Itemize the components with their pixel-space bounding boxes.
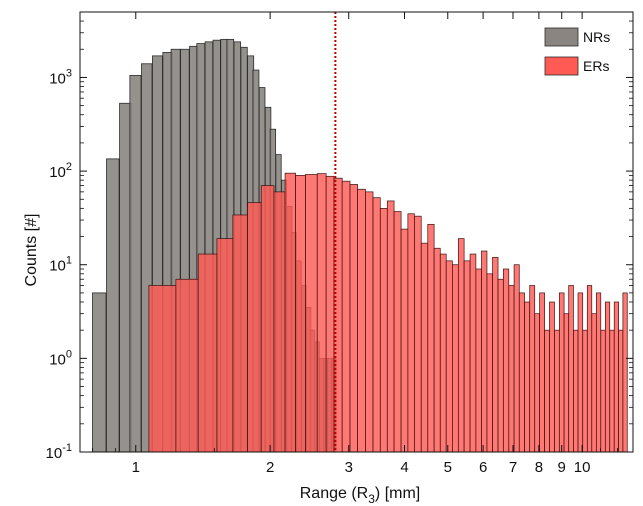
er-bar bbox=[554, 329, 560, 453]
er-bar bbox=[618, 329, 624, 453]
x-tick-label: 7 bbox=[509, 459, 517, 476]
x-axis-title: Range (R3) [mm] bbox=[300, 485, 421, 506]
er-bar bbox=[333, 177, 343, 453]
y-tick-label: 100 bbox=[49, 348, 72, 368]
er-bar bbox=[341, 180, 351, 453]
er-bar bbox=[349, 184, 358, 453]
legend-swatch bbox=[544, 27, 579, 47]
er-bar bbox=[577, 292, 584, 453]
er-bar bbox=[295, 175, 306, 453]
er-bar bbox=[595, 292, 602, 453]
er-bar bbox=[463, 260, 471, 453]
er-bar bbox=[148, 285, 177, 453]
er-bar bbox=[379, 208, 388, 453]
legend-label: NRs bbox=[583, 29, 610, 45]
er-bar bbox=[469, 253, 477, 453]
x-tick-label: 3 bbox=[345, 459, 353, 476]
er-bar bbox=[457, 238, 465, 453]
er-bar bbox=[524, 301, 531, 453]
er-bar bbox=[586, 285, 593, 453]
er-bar bbox=[502, 268, 510, 453]
x-tick-label: 9 bbox=[558, 459, 566, 476]
er-bar bbox=[407, 213, 415, 453]
er-bar bbox=[518, 292, 525, 453]
er-bar bbox=[539, 292, 545, 453]
x-tick-label: 4 bbox=[400, 459, 408, 476]
y-tick-label: 103 bbox=[49, 67, 72, 87]
y-tick-label: 101 bbox=[49, 255, 72, 275]
er-bar bbox=[604, 301, 611, 453]
er-bar bbox=[420, 242, 429, 453]
legend: NRs ERs bbox=[544, 27, 610, 76]
er-bar bbox=[316, 173, 327, 453]
x-tick-label: 2 bbox=[266, 459, 274, 476]
er-bar bbox=[613, 301, 619, 453]
x-tick-label: 10 bbox=[574, 459, 591, 476]
er-bar bbox=[600, 329, 606, 453]
er-bar bbox=[508, 285, 515, 453]
x-tick-label: 6 bbox=[479, 459, 487, 476]
nr-bar bbox=[129, 75, 142, 453]
er-bar bbox=[197, 253, 218, 453]
er-bar bbox=[400, 228, 409, 453]
x-tick-label: 5 bbox=[444, 459, 452, 476]
er-bar bbox=[582, 329, 588, 453]
er-bar bbox=[591, 313, 597, 453]
er-bar bbox=[357, 188, 366, 453]
er-bar bbox=[622, 292, 628, 453]
er-bar bbox=[445, 260, 453, 453]
y-axis-title: Counts [#] bbox=[23, 214, 40, 287]
er-bar bbox=[486, 273, 493, 453]
er-bar bbox=[609, 329, 615, 453]
er-bar bbox=[372, 197, 381, 453]
er-bar bbox=[481, 250, 488, 453]
axes-layer: 10-1 100 101 102 103 1 2 3 4 5 6 7 8 9 10 bbox=[46, 11, 634, 476]
er-bar bbox=[568, 285, 574, 453]
er-bar bbox=[558, 292, 565, 453]
legend-swatch bbox=[544, 56, 579, 76]
er-bar bbox=[549, 301, 555, 453]
er-bar bbox=[232, 214, 248, 453]
er-bar bbox=[260, 185, 275, 453]
plot-frame bbox=[79, 11, 634, 453]
er-bar bbox=[325, 175, 335, 453]
er-bar bbox=[452, 264, 459, 453]
er-bar bbox=[513, 264, 520, 453]
er-bar bbox=[573, 329, 579, 453]
er-bar bbox=[475, 268, 482, 453]
er-bar bbox=[365, 191, 374, 453]
er-bar bbox=[386, 200, 395, 453]
er-bar bbox=[433, 247, 441, 453]
y-tick-label: 102 bbox=[49, 161, 72, 181]
nr-bar bbox=[106, 158, 120, 453]
er-bar bbox=[284, 172, 296, 453]
er-bar bbox=[393, 211, 402, 453]
legend-label: ERs bbox=[583, 58, 609, 74]
bars-layer bbox=[92, 38, 628, 453]
er-bar bbox=[534, 313, 540, 453]
er-bar bbox=[305, 174, 318, 453]
er-bar bbox=[427, 223, 435, 453]
er-bar bbox=[544, 329, 550, 453]
nr-bar bbox=[92, 292, 107, 453]
er-bar bbox=[492, 256, 499, 453]
er-bar bbox=[563, 313, 570, 453]
er-bar bbox=[439, 253, 447, 453]
er-bar bbox=[273, 191, 286, 453]
er-bar bbox=[414, 215, 422, 453]
er-bar bbox=[175, 278, 199, 453]
x-tick-label: 1 bbox=[132, 459, 140, 476]
er-bar bbox=[247, 202, 262, 453]
er-bar bbox=[497, 278, 504, 453]
er-bar bbox=[529, 285, 536, 453]
y-tick-label: 10-1 bbox=[46, 442, 72, 462]
er-bar bbox=[216, 238, 234, 453]
x-tick-label: 8 bbox=[535, 459, 543, 476]
